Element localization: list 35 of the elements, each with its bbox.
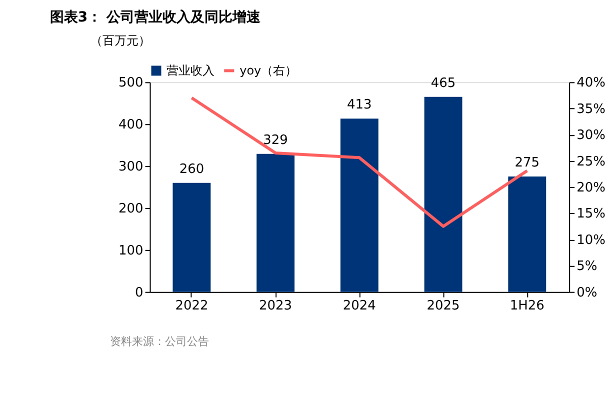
bar (508, 176, 546, 292)
x-tick-label: 1H26 (510, 298, 544, 314)
y2-tick-label: 5% (576, 259, 598, 274)
x-tick-label: 2024 (342, 298, 376, 314)
data-label: 275 (514, 156, 540, 171)
y-tick-label: 500 (118, 76, 144, 91)
data-label: 465 (430, 76, 456, 91)
bar (424, 96, 462, 292)
data-label: 329 (263, 132, 288, 148)
y2-tick-label: 35% (576, 102, 606, 117)
data-label: 260 (179, 162, 204, 177)
y2-tick-label: 25% (576, 154, 606, 170)
text: 资料来源：公司公告 (110, 334, 209, 348)
y-tick-label: 100 (118, 243, 144, 258)
x-tick-label: 2025 (426, 298, 460, 314)
y-tick-label: 0 (135, 285, 144, 300)
bar (340, 118, 378, 292)
y2-tick-label: 10% (576, 232, 606, 248)
legend-label: yoy（右） (240, 64, 298, 78)
y-tick-label: 200 (118, 201, 144, 216)
y2-tick-label: 40% (576, 76, 606, 91)
x-tick-label: 2022 (175, 298, 208, 314)
chart-title: 图表3： 公司营业收入及同比增速 (50, 9, 262, 26)
y2-tick-label: 0% (576, 285, 598, 300)
data-label: 413 (347, 98, 372, 113)
bar (172, 182, 211, 292)
y-tick-label: 300 (118, 160, 144, 175)
y2-tick-label: 20% (576, 180, 606, 196)
y-axis-title: （百万元） (90, 34, 150, 48)
bar (256, 154, 295, 292)
y2-tick-label: 30% (576, 128, 606, 144)
x-tick-label: 2023 (259, 298, 292, 314)
y2-tick-label: 15% (576, 206, 606, 222)
y-tick-label: 400 (118, 118, 144, 133)
legend-label: 营业收入 (166, 64, 215, 78)
